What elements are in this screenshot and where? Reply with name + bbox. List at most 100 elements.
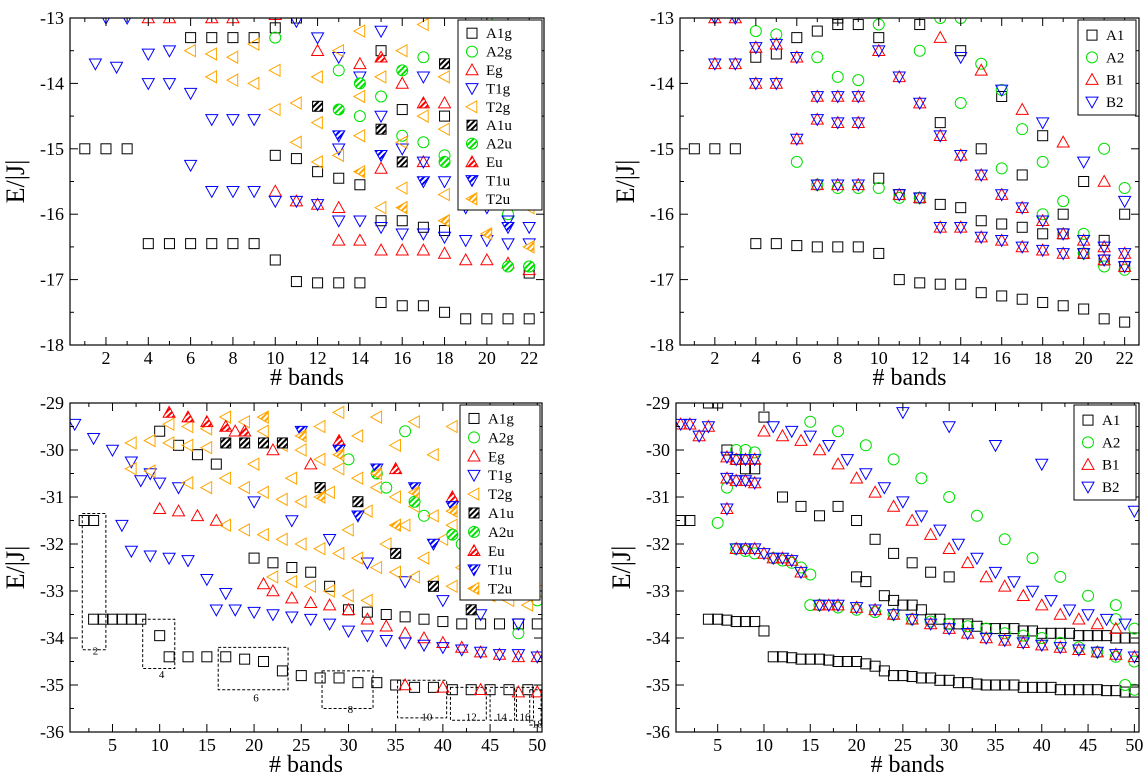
point-B1-2 <box>707 56 722 70</box>
x-axis-label: # bands <box>270 365 344 391</box>
point-A1g-14 <box>258 656 270 667</box>
point-B1-20 <box>794 565 808 578</box>
point-T2g-26 <box>388 490 401 504</box>
point-T1u-8 <box>426 538 441 552</box>
point-T2g-3 <box>180 438 194 453</box>
point-T1g-2 <box>105 444 120 458</box>
point-A1-51 <box>1016 169 1028 181</box>
point-B1-33 <box>1016 635 1031 648</box>
x-tick-label: 14 <box>952 348 970 368</box>
point-A1-18 <box>851 656 863 667</box>
point-B2-11 <box>830 91 845 104</box>
point-T2g-8 <box>268 102 281 117</box>
point-T1g-6 <box>141 78 156 91</box>
point-B2-45 <box>994 84 1009 97</box>
point-A1g-32 <box>206 32 218 44</box>
series-T2u <box>352 164 535 254</box>
point-Eg-11 <box>379 619 394 632</box>
point-A1-93 <box>906 557 918 569</box>
point-A1-15 <box>823 654 835 666</box>
x-tick-label: 25 <box>894 735 912 755</box>
point-T2u-5 <box>445 504 458 518</box>
point-B2-14 <box>738 543 753 556</box>
plot-area <box>79 18 537 325</box>
point-B2-9 <box>789 133 804 147</box>
point-B1-58 <box>1090 616 1105 630</box>
point-T1g-8 <box>115 519 129 533</box>
y-tick-label: -36 <box>646 722 670 742</box>
y-tick-label: -15 <box>650 139 674 159</box>
point-B2-28 <box>923 618 938 631</box>
point-T2g-35 <box>237 523 250 537</box>
point-T2g-58 <box>350 429 364 443</box>
legend-marker-B2 <box>1085 96 1099 109</box>
point-T2g-39 <box>313 541 326 556</box>
point-B1-55 <box>1034 598 1049 611</box>
legend-marker-A2g <box>466 45 478 58</box>
point-B2-48 <box>914 510 929 523</box>
point-Eu-3 <box>218 419 233 432</box>
point-A2-3 <box>739 444 752 456</box>
point-Eg-12 <box>395 243 410 256</box>
point-B1-4 <box>720 450 734 463</box>
point-Eg-18 <box>511 649 526 663</box>
point-A1-2 <box>702 613 714 625</box>
point-A1-42 <box>1073 684 1085 696</box>
panel-top-right: 2 4 6 8 10 12 14 16 18 20 22 -18 -17 -16 -15 -14 -13 # ba… <box>611 8 1140 391</box>
point-T1g-1 <box>86 432 101 446</box>
legend-marker-Eu <box>467 543 481 557</box>
point-B1-9 <box>789 131 804 145</box>
point-A2-41 <box>943 491 956 503</box>
y-tick-label: -33 <box>40 581 64 601</box>
point-A1-13 <box>955 278 967 290</box>
point-A1-58 <box>878 590 890 602</box>
point-A1-87 <box>795 500 807 512</box>
point-B2-39 <box>1035 215 1050 228</box>
point-T1g-23 <box>360 630 375 643</box>
point-B2-16 <box>810 179 825 192</box>
point-A1g-33 <box>227 32 239 44</box>
band-box-0 <box>81 512 107 651</box>
point-B1-32 <box>892 69 907 83</box>
point-B1-42 <box>1097 239 1112 253</box>
point-T1g-13 <box>226 186 240 199</box>
legend-label: A2 <box>1102 435 1120 451</box>
point-B1-30 <box>1117 259 1132 272</box>
x-tick-label: 35 <box>986 735 1004 755</box>
point-T2g-41 <box>350 551 364 565</box>
point-B1-52 <box>979 569 994 583</box>
point-B2-34 <box>1034 639 1049 653</box>
point-B2-23 <box>831 599 845 613</box>
point-T1g-25 <box>398 637 412 650</box>
point-A2-28 <box>1072 641 1085 654</box>
point-T1g-33 <box>374 110 388 124</box>
point-T2g-43 <box>388 565 401 580</box>
point-B1-30 <box>960 626 975 639</box>
point-B2-47 <box>1076 156 1091 169</box>
point-Eg-15 <box>454 640 469 653</box>
point-A2-45 <box>1054 570 1067 583</box>
point-B2-63 <box>1034 458 1049 472</box>
point-A2-30 <box>1109 650 1122 663</box>
legend-label: B2 <box>1102 480 1120 496</box>
point-T2g-4 <box>199 440 213 455</box>
point-A1-47 <box>1078 176 1090 187</box>
point-T1g-12 <box>181 555 195 568</box>
point-A1-39 <box>1045 681 1057 693</box>
point-A1g-12 <box>220 651 232 663</box>
point-B2-42 <box>1097 241 1112 254</box>
point-T1u-7 <box>351 510 365 523</box>
point-T1g-9 <box>204 114 219 127</box>
point-A1g-5 <box>116 613 128 625</box>
point-T2g-17 <box>374 70 387 84</box>
x-tick-label: 4 <box>751 348 760 368</box>
point-A1-41 <box>1064 684 1076 696</box>
point-T1g-35 <box>322 534 337 547</box>
point-A1-29 <box>952 677 964 689</box>
point-A1g-1 <box>88 515 100 526</box>
point-A1-24 <box>906 671 918 683</box>
point-Eg-5 <box>268 184 283 197</box>
x-tick-label: 2 <box>710 348 719 368</box>
point-B1-48 <box>905 513 919 526</box>
point-B2-21 <box>933 221 948 235</box>
